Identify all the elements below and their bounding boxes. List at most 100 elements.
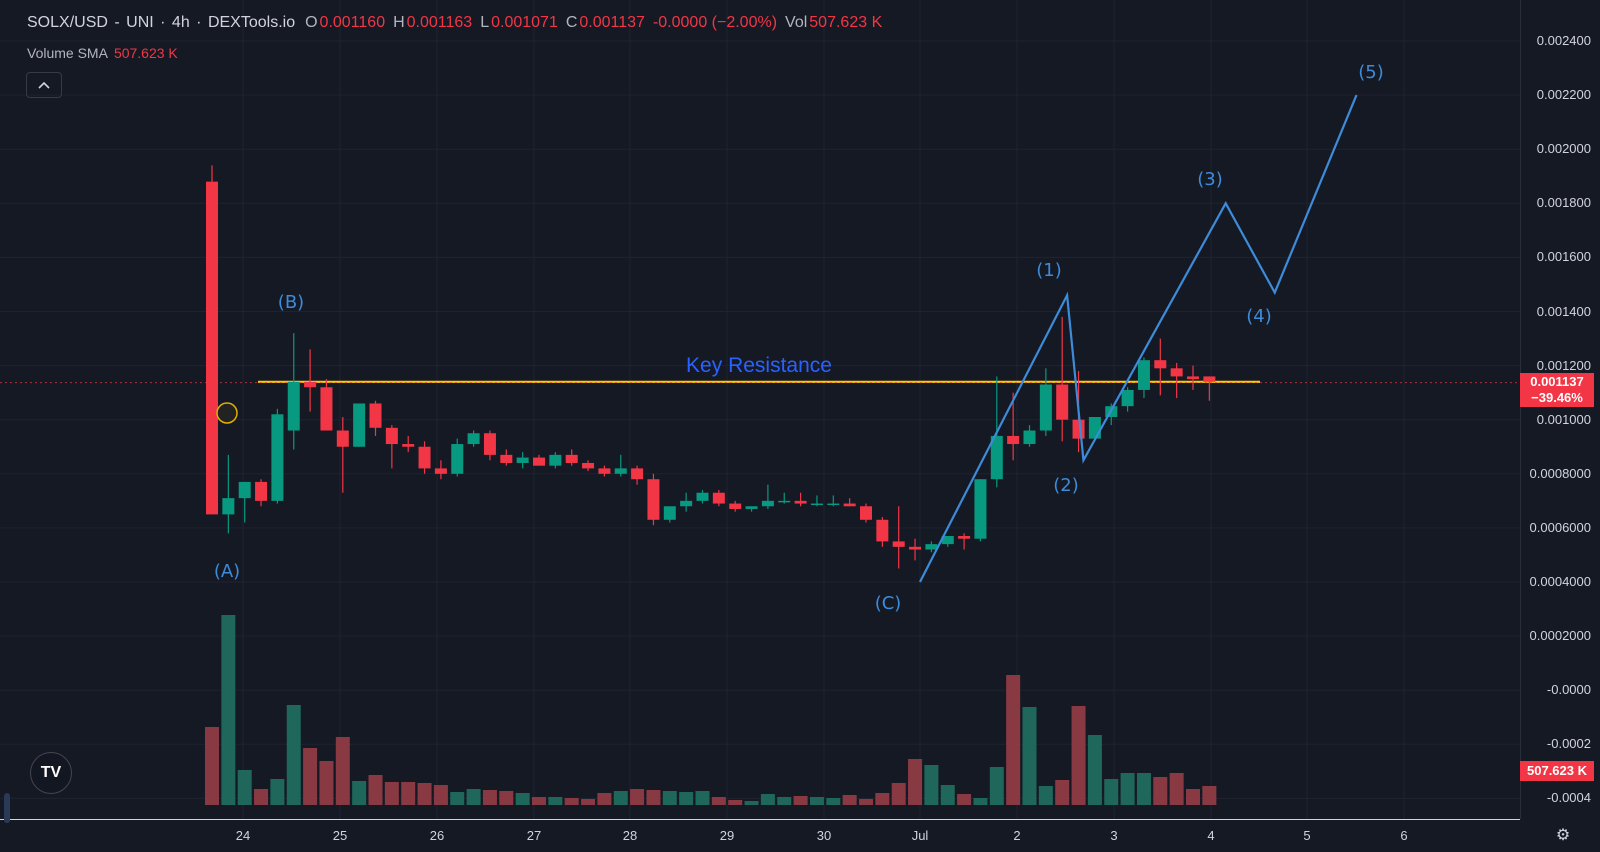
volume-bar [319, 761, 334, 805]
volume-series [205, 615, 1217, 805]
legend-sep: · [155, 14, 170, 31]
wave-label-A: (A) [214, 561, 240, 582]
time-tick-label: Jul [911, 828, 929, 843]
chevron-up-icon [38, 78, 50, 92]
tv-logo-icon: TV [40, 764, 62, 781]
volume-bar [891, 783, 906, 805]
candle-body [614, 468, 627, 474]
candle-body [500, 454, 513, 463]
volume-bar [1006, 675, 1021, 805]
volume-bar [1022, 707, 1037, 805]
candle-body [810, 503, 823, 506]
last-price-value: 0.001137 [1530, 374, 1584, 389]
candle-body [287, 381, 300, 431]
symbol-label[interactable]: SOLX/USD [27, 14, 108, 31]
settings-gear-icon[interactable]: ⚙ [1555, 827, 1571, 844]
wave-label-C: (C) [875, 593, 902, 614]
price-tick-label: -0.0002 [1546, 736, 1591, 752]
candle-series [206, 165, 1216, 569]
exchange-label: UNI [126, 14, 154, 31]
candle-body [647, 479, 660, 520]
price-chart-svg[interactable]: (A) (B) (C) (1) (2) (3) (4) (5) Key Resistance [0, 0, 1520, 819]
price-tick-label: -0.0004 [1546, 790, 1591, 806]
volume-bar [384, 782, 399, 805]
volume-label: Vol [785, 14, 808, 31]
candle-body [271, 414, 284, 501]
collapse-legend-button[interactable] [26, 72, 62, 98]
scroll-handle[interactable] [4, 793, 10, 823]
volume-bar [1153, 777, 1168, 805]
volume-bar [221, 615, 236, 805]
volume-bar [1071, 706, 1086, 805]
volume-bar [433, 785, 448, 805]
volume-bar [711, 797, 726, 805]
candle-body [434, 468, 447, 474]
candle-body [941, 536, 954, 545]
candle-body [402, 444, 415, 447]
wave-label-3: (3) [1197, 169, 1223, 190]
key-resistance-label: Key Resistance [686, 354, 832, 377]
volume-bar [1104, 779, 1119, 805]
last-price-change: −39.46% [1531, 390, 1583, 405]
volume-bar [1120, 773, 1135, 805]
event-marker-icon [216, 402, 238, 424]
time-tick-label: 24 [235, 828, 251, 843]
last-price-badge: 0.001137 −39.46% [1520, 373, 1594, 407]
volume-bar [286, 705, 301, 805]
candle-body [663, 506, 676, 520]
candle-body [892, 541, 905, 547]
candle-body [1203, 376, 1216, 382]
volume-sma-value: 507.623 K [113, 45, 178, 61]
volume-bar [1136, 773, 1151, 805]
volume-bar [924, 765, 939, 805]
candle-body [631, 468, 644, 480]
volume-bar [352, 781, 367, 805]
volume-bar [646, 790, 661, 805]
candle-body [222, 498, 235, 515]
candle-body [255, 481, 268, 501]
candle-body [1137, 360, 1150, 390]
tradingview-logo[interactable]: TV [30, 752, 72, 794]
volume-bar [450, 792, 465, 805]
time-tick-label: 6 [1400, 828, 1408, 843]
candle-body [990, 435, 1003, 480]
candle-body [843, 503, 856, 507]
price-tick-label: 0.001200 [1536, 357, 1591, 373]
volume-bar [335, 737, 350, 805]
volume-bar [417, 783, 432, 805]
interval-label[interactable]: 4h [171, 14, 190, 31]
chart-pane[interactable]: (A) (B) (C) (1) (2) (3) (4) (5) Key Resistance [0, 0, 1520, 819]
candle-body [598, 468, 611, 474]
volume-bar [1038, 786, 1053, 805]
candle-body [533, 457, 545, 466]
wave-label-4: (4) [1246, 306, 1272, 327]
price-tick-label: 0.002000 [1536, 141, 1591, 157]
candle-body [1170, 368, 1183, 377]
volume-bar [728, 800, 743, 805]
time-axis[interactable]: 24 25 26 27 28 29 30 Jul 2 3 4 5 6 [0, 819, 1520, 852]
volume-bar [581, 799, 596, 805]
candle-body [794, 500, 807, 504]
candle-body [1121, 389, 1134, 407]
low-value: 0.001071 [491, 14, 558, 31]
candle-body [958, 536, 971, 539]
time-tick-label: 4 [1207, 828, 1215, 843]
candle-body [778, 500, 791, 503]
volume-bar [1169, 773, 1184, 805]
candle-body [418, 446, 431, 469]
candle-body [582, 462, 595, 469]
price-tick-label: 0.001800 [1536, 195, 1591, 211]
price-axis[interactable]: 0.002400 0.002200 0.002000 0.001800 0.001600… [1520, 0, 1600, 819]
volume-bar [793, 796, 808, 805]
candle-body [1056, 384, 1069, 420]
source-label: DEXTools.io [207, 14, 296, 31]
volume-bar [254, 789, 269, 805]
volume-bar [466, 789, 481, 805]
wave-label-2: (2) [1053, 475, 1079, 496]
change-value: -0.0000 (−2.00%) [652, 14, 778, 31]
candle-body [1088, 416, 1101, 439]
volume-sma-legend: Volume SMA 507.623 K [27, 45, 178, 61]
volume-value: 507.623 K [809, 14, 883, 31]
candle-body [1072, 419, 1085, 439]
price-tick-label: 0.0008000 [1529, 465, 1591, 481]
